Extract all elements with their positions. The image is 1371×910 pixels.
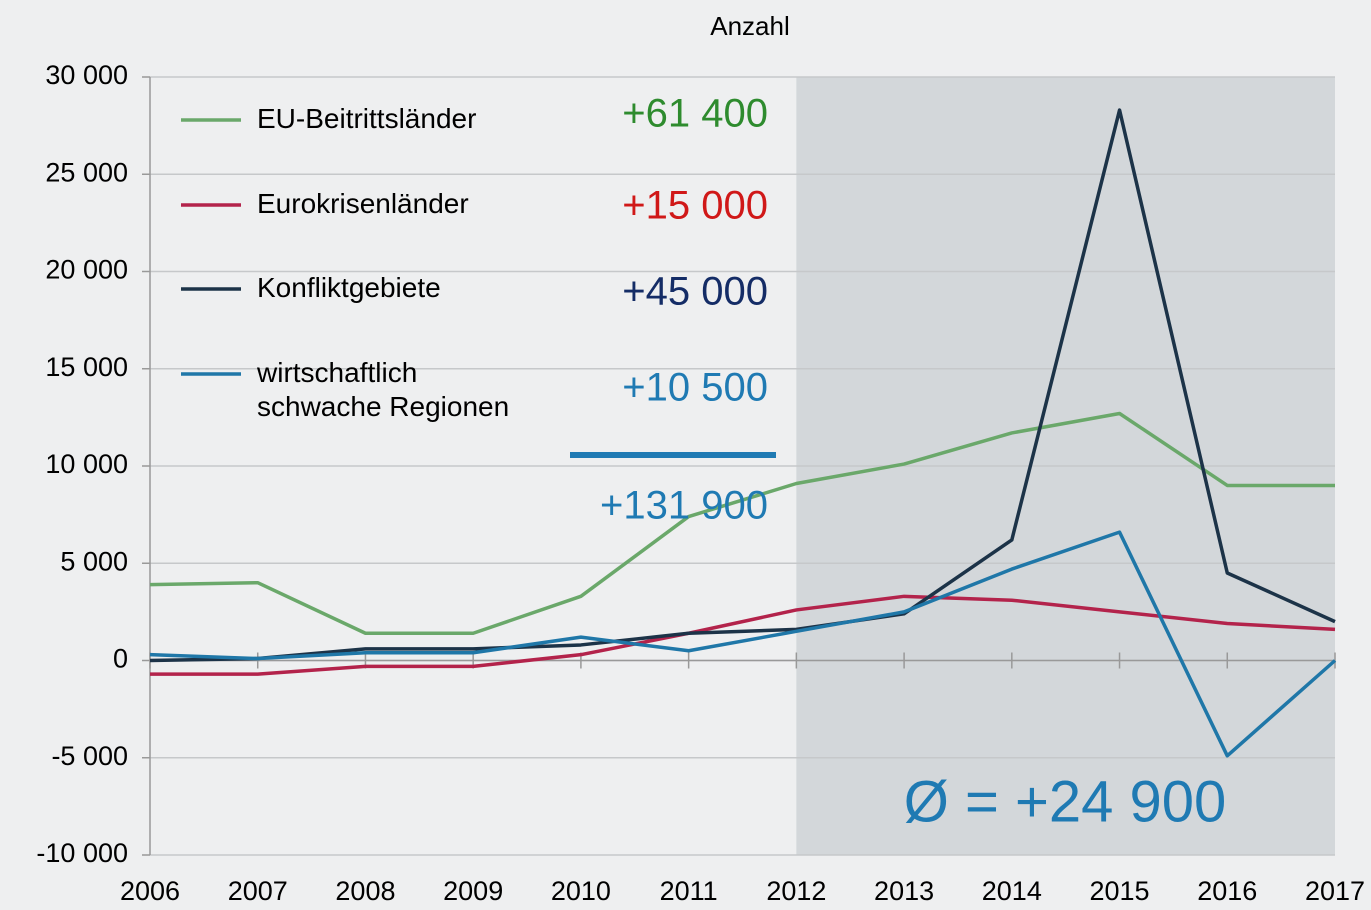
series-line <box>149 108 1336 663</box>
x-tick-label: 2014 <box>982 876 1042 906</box>
y-tick-label: 30 000 <box>45 60 128 90</box>
x-tick-label: 2016 <box>1197 876 1257 906</box>
y-tick-label: 15 000 <box>45 352 128 382</box>
legend-label: Eurokrisenländer <box>257 188 469 219</box>
annotation: +61 400 <box>622 92 768 136</box>
y-tick-label: -10 000 <box>36 838 128 868</box>
x-tick-label: 2013 <box>874 876 934 906</box>
legend-label: EU-Beitrittsländer <box>257 103 477 134</box>
x-tick-label: 2017 <box>1305 876 1365 906</box>
annotation: +45 000 <box>622 270 768 314</box>
series-line <box>149 411 1335 636</box>
y-tick-label: 5 000 <box>60 546 128 576</box>
x-tick-label: 2009 <box>443 876 503 906</box>
annotation: Ø = +24 900 <box>904 769 1226 834</box>
series-line <box>149 530 1337 758</box>
y-tick-label: 10 000 <box>45 449 128 479</box>
x-tick-label: 2011 <box>660 876 718 906</box>
x-tick-label: 2006 <box>120 876 180 906</box>
legend-label: Konfliktgebiete <box>257 272 441 303</box>
y-tick-label: 20 000 <box>45 255 128 285</box>
annotation: +10 500 <box>622 366 768 410</box>
y-axis-label: Anzahl <box>710 11 790 41</box>
y-tick-label: 0 <box>113 644 128 674</box>
series-line <box>150 594 1336 676</box>
legend-label: wirtschaftlich schwache Regionen <box>257 357 510 422</box>
y-tick-label: 25 000 <box>45 157 128 187</box>
x-tick-label: 2010 <box>551 876 611 906</box>
x-tick-label: 2015 <box>1090 876 1150 906</box>
x-tick-label: 2007 <box>228 876 288 906</box>
annotation: +131 900 <box>600 484 768 528</box>
y-tick-label: -5 000 <box>51 741 128 771</box>
x-tick-label: 2008 <box>335 876 395 906</box>
annotation: +15 000 <box>622 184 768 228</box>
x-tick-label: 2012 <box>766 876 826 906</box>
